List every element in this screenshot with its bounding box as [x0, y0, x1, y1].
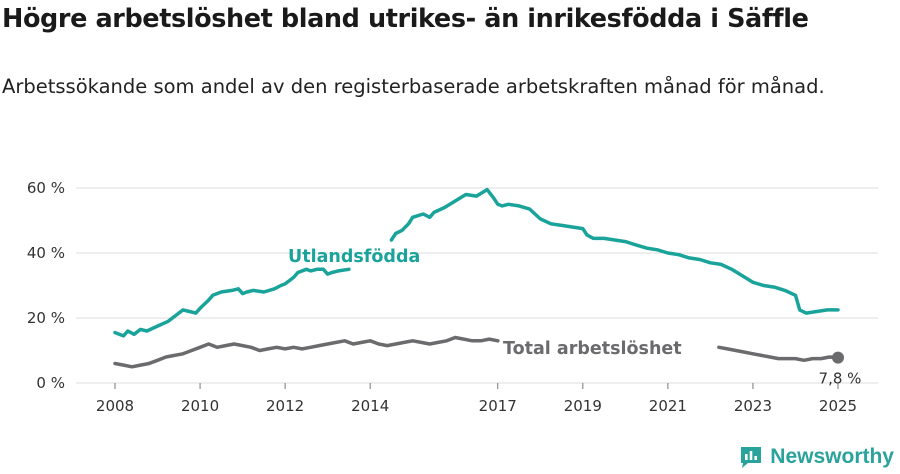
x-tick-label: 2012	[266, 397, 304, 415]
y-tick-label: 60 %	[27, 179, 65, 197]
series-lines	[113, 187, 844, 369]
end-point-marker	[832, 351, 844, 364]
grid-layer	[76, 187, 878, 389]
brand-name: Newsworthy	[770, 445, 894, 468]
series-label-utlandsfodda: Utlandsfödda	[288, 247, 420, 267]
x-tick-label: 2010	[181, 397, 219, 415]
x-tick-label: 2023	[734, 397, 772, 415]
chart-labels: 0 % 20 % 40 % 60 % 2008 2010 2012 2014 2017 2019 2…	[27, 179, 862, 415]
x-tick-label: 2017	[479, 397, 517, 415]
x-tick-label: 2014	[351, 397, 389, 415]
chart-title: Högre arbetslöshet bland utrikes- än inr…	[2, 4, 809, 34]
x-tick-label: 2021	[649, 397, 687, 415]
newsworthy-logo-icon	[741, 447, 762, 468]
series-line-utlandsfodda	[113, 187, 840, 338]
x-tick-label: 2025	[819, 397, 857, 415]
series-label-total: Total arbetslöshet	[503, 339, 682, 359]
newsworthy-logo[interactable]: Newsworthy	[738, 444, 894, 470]
x-tick-label: 2008	[96, 397, 134, 415]
y-tick-label: 20 %	[27, 309, 65, 327]
end-value-label: 7,8 %	[819, 370, 862, 388]
y-tick-label: 0 %	[36, 374, 65, 392]
chart-subtitle: Arbetssökande som andel av den registerb…	[2, 75, 825, 98]
y-tick-label: 40 %	[27, 244, 65, 262]
x-tick-label: 2019	[564, 397, 602, 415]
series-line-total	[113, 335, 840, 369]
